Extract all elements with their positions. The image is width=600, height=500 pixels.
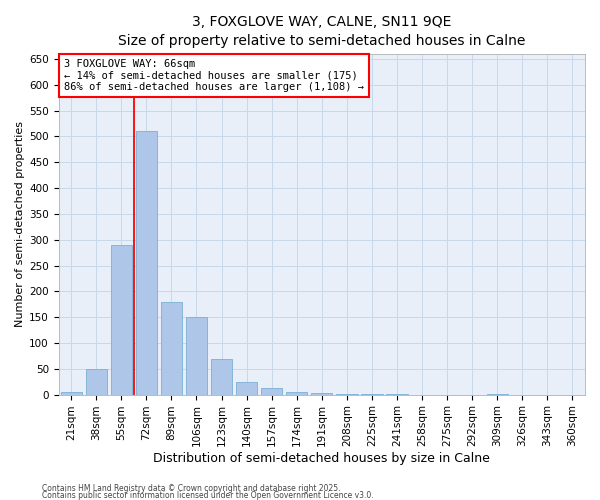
- Text: Contains public sector information licensed under the Open Government Licence v3: Contains public sector information licen…: [42, 490, 374, 500]
- Bar: [211, 360, 232, 394]
- Text: 3 FOXGLOVE WAY: 66sqm
← 14% of semi-detached houses are smaller (175)
86% of sem: 3 FOXGLOVE WAY: 66sqm ← 14% of semi-deta…: [64, 59, 364, 92]
- Bar: [61, 392, 82, 394]
- Title: 3, FOXGLOVE WAY, CALNE, SN11 9QE
Size of property relative to semi-detached hous: 3, FOXGLOVE WAY, CALNE, SN11 9QE Size of…: [118, 15, 526, 48]
- Bar: [286, 392, 307, 394]
- Bar: [186, 317, 207, 394]
- Bar: [110, 245, 132, 394]
- Bar: [136, 132, 157, 394]
- Text: Contains HM Land Registry data © Crown copyright and database right 2025.: Contains HM Land Registry data © Crown c…: [42, 484, 341, 493]
- Bar: [311, 393, 332, 394]
- Y-axis label: Number of semi-detached properties: Number of semi-detached properties: [15, 121, 25, 327]
- X-axis label: Distribution of semi-detached houses by size in Calne: Distribution of semi-detached houses by …: [154, 452, 490, 465]
- Bar: [86, 369, 107, 394]
- Bar: [261, 388, 283, 394]
- Bar: [236, 382, 257, 394]
- Bar: [161, 302, 182, 394]
